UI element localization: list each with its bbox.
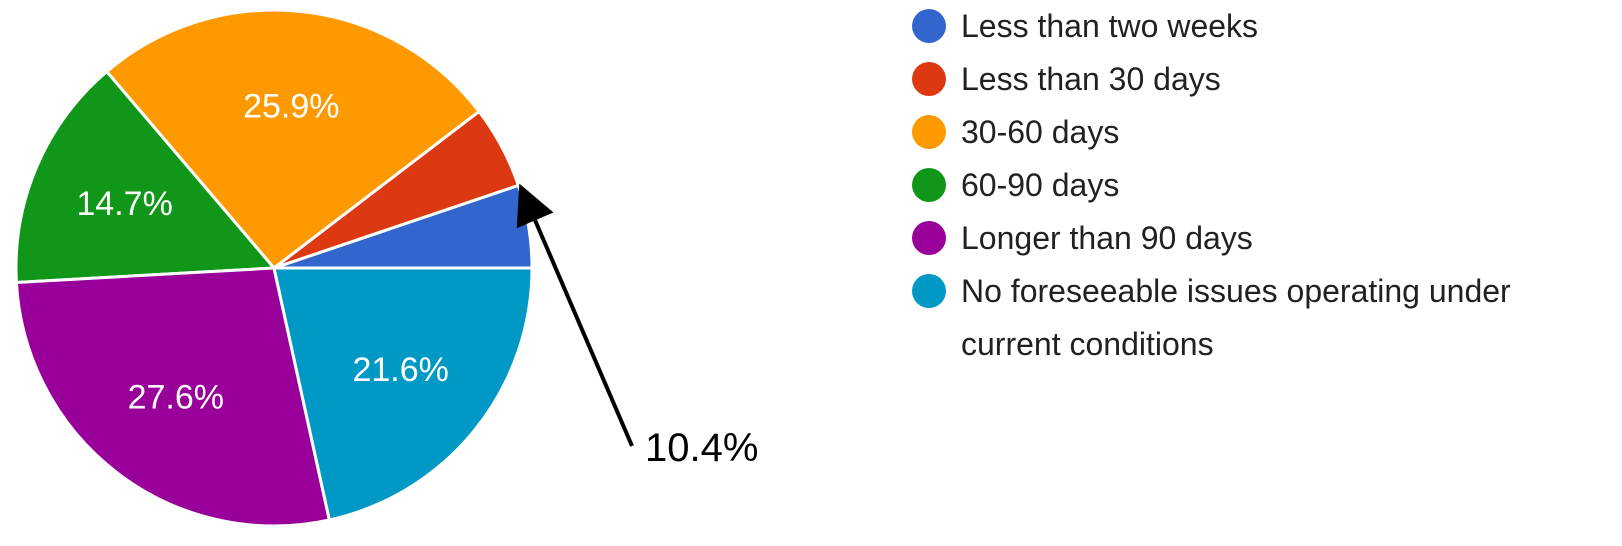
legend-swatch-no-foreseeable-issues-operating-under-current-conditions — [912, 274, 946, 308]
legend-label-60-90-days: 60-90 days — [961, 167, 1119, 203]
legend-label-less-than-30-days: Less than 30 days — [961, 61, 1221, 97]
legend-label-30-60-days: 30-60 days — [961, 114, 1119, 150]
legend-swatch-60-90-days — [912, 168, 946, 202]
legend-label-longer-than-90-days: Longer than 90 days — [961, 220, 1253, 256]
pie-slice-60-90-days — [14, 70, 276, 285]
legend-label-no-foreseeable-issues-operating-under-current-conditions-line-1: No foreseeable issues operating under — [961, 273, 1511, 309]
legend-swatch-longer-than-90-days — [912, 221, 946, 255]
callout-label: 10.4% — [645, 426, 758, 470]
legend-swatch-less-than-two-weeks — [912, 9, 946, 43]
slice-label-30-60-days: 25.9% — [243, 87, 339, 125]
pie-slices — [14, 8, 534, 528]
pie-slice-30-60-days — [105, 8, 481, 270]
pie-slice-no-foreseeable-issues-operating-under-current-conditions — [272, 266, 534, 522]
legend-label-no-foreseeable-issues-operating-under-current-conditions-line-2: current conditions — [961, 326, 1214, 362]
legend: Less than two weeks Less than 30 days 30-6… — [912, 8, 1511, 362]
callout: 10.4% — [516, 183, 758, 470]
legend-swatch-30-60-days — [912, 115, 946, 149]
slice-label-longer-than-90-days: 27.6% — [128, 379, 224, 417]
slice-label-no-foreseeable-issues-operating-under-current-conditions: 21.6% — [352, 351, 448, 389]
legend-swatch-less-than-30-days — [912, 62, 946, 96]
slice-label-60-90-days: 14.7% — [76, 185, 172, 223]
legend-label-less-than-two-weeks: Less than two weeks — [961, 8, 1258, 44]
callout-arrow — [516, 183, 634, 447]
pie-slice-longer-than-90-days — [14, 266, 331, 528]
pie-slice-labels: 25.9% 14.7% 27.6% 21.6% — [76, 87, 449, 416]
